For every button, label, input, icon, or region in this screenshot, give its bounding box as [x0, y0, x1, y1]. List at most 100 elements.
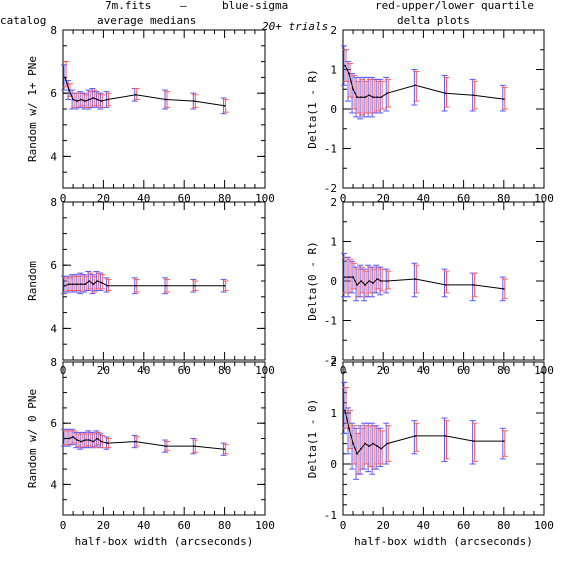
median-point	[134, 93, 137, 96]
median-point	[472, 440, 475, 442]
x-tick-label: 40	[137, 519, 150, 532]
median-point	[372, 442, 374, 445]
median-point	[223, 448, 226, 451]
median-point	[88, 98, 91, 101]
median-point	[165, 98, 167, 101]
x-tick-label: 100	[534, 519, 554, 532]
panel-5: 0 20 40 60 80 100 4 6 8 Random w/ 0 PNe half-box w…	[26, 356, 275, 548]
median-point	[414, 435, 417, 437]
plot-frame	[62, 201, 266, 361]
median-point	[376, 96, 378, 98]
catalog-label: catalog	[0, 14, 46, 27]
y-tick-label: 8	[50, 356, 57, 369]
blue-sigma-label: blue-sigma	[222, 0, 288, 12]
median-point	[348, 427, 350, 430]
median-point	[503, 288, 505, 290]
plot-frame	[342, 201, 545, 361]
median-point	[472, 284, 475, 286]
median-point	[360, 96, 362, 98]
median-point	[503, 98, 505, 100]
median-point	[223, 284, 226, 287]
median-point	[84, 283, 87, 285]
median-point	[92, 283, 95, 285]
y-tick-label: 1	[330, 64, 337, 77]
y-tick-label: 4	[50, 322, 57, 335]
x-tick-label: 20	[377, 519, 390, 532]
median-point	[364, 96, 366, 98]
header: 7m.fits — blue-sigma red-upper/lower qua…	[0, 0, 534, 33]
median-point	[352, 442, 354, 445]
median-point	[372, 96, 374, 98]
x-tick-label: 60	[457, 519, 470, 532]
y-axis-label: Random	[26, 261, 39, 301]
y-tick-label: 4	[50, 150, 57, 163]
y-tick-label: 6	[50, 87, 57, 100]
median-point	[64, 284, 66, 287]
median-point	[356, 96, 358, 98]
median-point	[344, 276, 346, 278]
median-point	[64, 76, 66, 79]
median-point	[223, 105, 226, 107]
average-medians-label: average medians	[97, 14, 196, 27]
median-point	[386, 92, 389, 94]
median-point	[414, 84, 417, 87]
median-line	[344, 410, 504, 455]
plot-frame	[342, 361, 545, 516]
median-point	[444, 284, 447, 286]
median-point	[68, 437, 70, 440]
y-tick-label: 2	[330, 356, 337, 369]
median-point	[380, 96, 382, 98]
median-line	[344, 65, 504, 100]
median-point	[376, 445, 378, 447]
x-tick-label: 80	[218, 519, 231, 532]
median-point	[76, 100, 78, 102]
x-tick-label: 0	[60, 192, 67, 205]
median-point	[100, 440, 103, 443]
y-axis-label: Delta(0 - R)	[306, 241, 319, 320]
median-point	[444, 435, 447, 437]
median-point	[134, 440, 137, 443]
median-point	[356, 284, 358, 286]
median-point	[80, 440, 82, 443]
y-tick-label: 8	[50, 196, 57, 209]
dash-label: —	[180, 0, 187, 12]
median-point	[84, 100, 87, 102]
x-tick-label: 0	[340, 519, 347, 532]
x-tick-label: 40	[417, 519, 430, 532]
median-point	[352, 276, 354, 278]
y-tick-label: 0	[330, 103, 337, 116]
x-tick-label: 20	[377, 364, 390, 377]
median-point	[92, 97, 95, 99]
y-axis-label: Random w/ 0 PNe	[26, 389, 39, 488]
median-point	[472, 94, 475, 96]
plot-frame	[342, 29, 545, 189]
x-tick-label: 40	[417, 364, 430, 377]
median-point	[80, 283, 82, 285]
x-tick-label: 0	[60, 519, 67, 532]
x-tick-label: 40	[137, 364, 150, 377]
y-tick-label: 1	[330, 407, 337, 420]
median-point	[106, 442, 109, 444]
y-tick-label: -1	[324, 143, 337, 156]
median-point	[96, 280, 99, 282]
y-axis-label: Random w/ 1+ PNe	[26, 56, 39, 162]
median-point	[380, 280, 382, 282]
median-point	[386, 280, 389, 282]
delta-plots-label: delta plots	[397, 14, 470, 27]
median-point	[106, 98, 109, 101]
median-point	[88, 439, 91, 441]
red-quartile-label: red-upper/lower quartile	[375, 0, 534, 12]
median-point	[364, 284, 366, 286]
median-point	[80, 98, 82, 101]
median-point	[360, 280, 362, 282]
y-axis-label: Delta(1 - R)	[306, 69, 319, 148]
median-point	[193, 284, 196, 287]
median-point	[356, 453, 358, 455]
median-point	[68, 283, 70, 285]
y-tick-label: -1	[324, 315, 337, 328]
median-point	[360, 447, 362, 450]
x-tick-label: 60	[178, 519, 191, 532]
median-point	[372, 282, 374, 284]
